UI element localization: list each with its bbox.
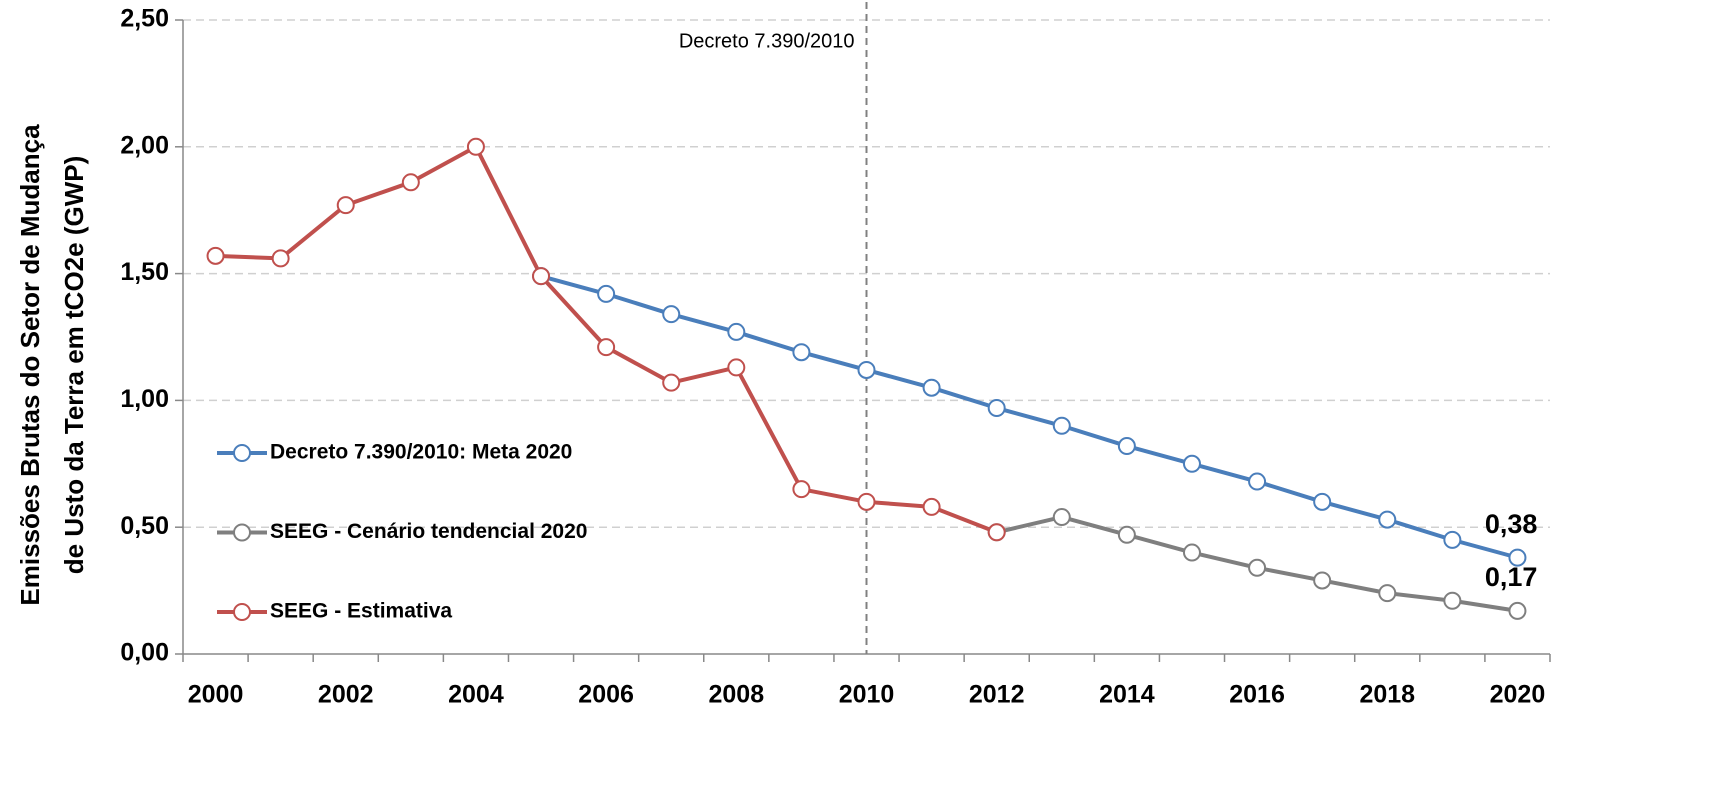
y-tick-label: 0,00 xyxy=(120,639,169,667)
y-axis-title-line: de Usto da Terra em tCO2e (GWP) xyxy=(59,156,89,575)
data-point xyxy=(1443,530,1462,549)
y-tick-label: 2,50 xyxy=(120,5,169,33)
x-tick-label: 2006 xyxy=(578,681,634,709)
data-point xyxy=(597,284,616,303)
x-tick-label: 2000 xyxy=(188,681,244,709)
data-point xyxy=(597,338,616,357)
data-point xyxy=(857,360,876,379)
y-tick-label: 1,50 xyxy=(120,258,169,286)
x-tick-label: 2014 xyxy=(1099,681,1155,709)
data-point xyxy=(1182,454,1201,473)
data-point xyxy=(1052,416,1071,435)
data-point xyxy=(987,399,1006,418)
legend-marker xyxy=(233,523,251,542)
y-axis-title-line: Emissões Brutas do Setor de Mudança xyxy=(15,124,45,606)
series-line xyxy=(540,274,1518,560)
data-point xyxy=(1313,492,1332,511)
y-tick-label: 1,00 xyxy=(120,385,169,413)
data-point xyxy=(1508,601,1527,620)
data-point xyxy=(922,378,941,397)
data-point xyxy=(792,343,811,362)
data-point xyxy=(1378,584,1397,603)
legend-label: Decreto 7.390/2010: Meta 2020 xyxy=(270,441,572,464)
x-tick-label: 2004 xyxy=(448,681,504,709)
data-point xyxy=(1248,558,1267,577)
data-point xyxy=(662,305,681,324)
data-point xyxy=(401,173,420,192)
data-point xyxy=(1443,591,1462,610)
legend-label: SEEG - Cenário tendencial 2020 xyxy=(270,520,587,543)
x-tick-label: 2016 xyxy=(1229,681,1285,709)
data-point xyxy=(206,246,225,265)
x-tick-label: 2002 xyxy=(318,681,374,709)
data-point xyxy=(271,249,290,268)
annotation-text: Decreto 7.390/2010 xyxy=(679,30,855,52)
data-point xyxy=(1052,508,1071,527)
x-tick-label: 2018 xyxy=(1359,681,1415,709)
y-axis-title: Emissões Brutas do Setor de Mudança de U… xyxy=(15,124,89,606)
y-tick-label: 0,50 xyxy=(120,512,169,540)
data-point xyxy=(922,497,941,516)
data-point xyxy=(336,196,355,215)
data-point xyxy=(1182,543,1201,562)
data-point xyxy=(1117,525,1136,544)
data-point xyxy=(662,373,681,392)
value-label: 0,17 xyxy=(1485,562,1538,592)
data-point xyxy=(1313,571,1332,590)
legend-marker xyxy=(233,603,251,621)
data-point xyxy=(1378,510,1397,529)
data-point xyxy=(857,492,876,511)
data-point xyxy=(792,480,811,499)
data-point xyxy=(727,358,746,377)
x-tick-label: 2008 xyxy=(708,681,764,709)
data-point xyxy=(1117,437,1136,456)
data-point xyxy=(466,137,485,156)
data-point xyxy=(1248,472,1267,491)
x-tick-label: 2010 xyxy=(839,681,895,709)
x-tick-label: 2012 xyxy=(969,681,1025,709)
data-point xyxy=(987,523,1006,542)
data-point xyxy=(727,322,746,341)
data-point xyxy=(1508,548,1527,567)
value-label: 0,38 xyxy=(1485,509,1538,539)
legend-marker xyxy=(233,444,251,462)
data-point xyxy=(532,267,551,286)
legend-label: SEEG - Estimativa xyxy=(270,600,452,623)
x-tick-label: 2020 xyxy=(1490,681,1546,709)
y-tick-label: 2,00 xyxy=(120,131,169,159)
